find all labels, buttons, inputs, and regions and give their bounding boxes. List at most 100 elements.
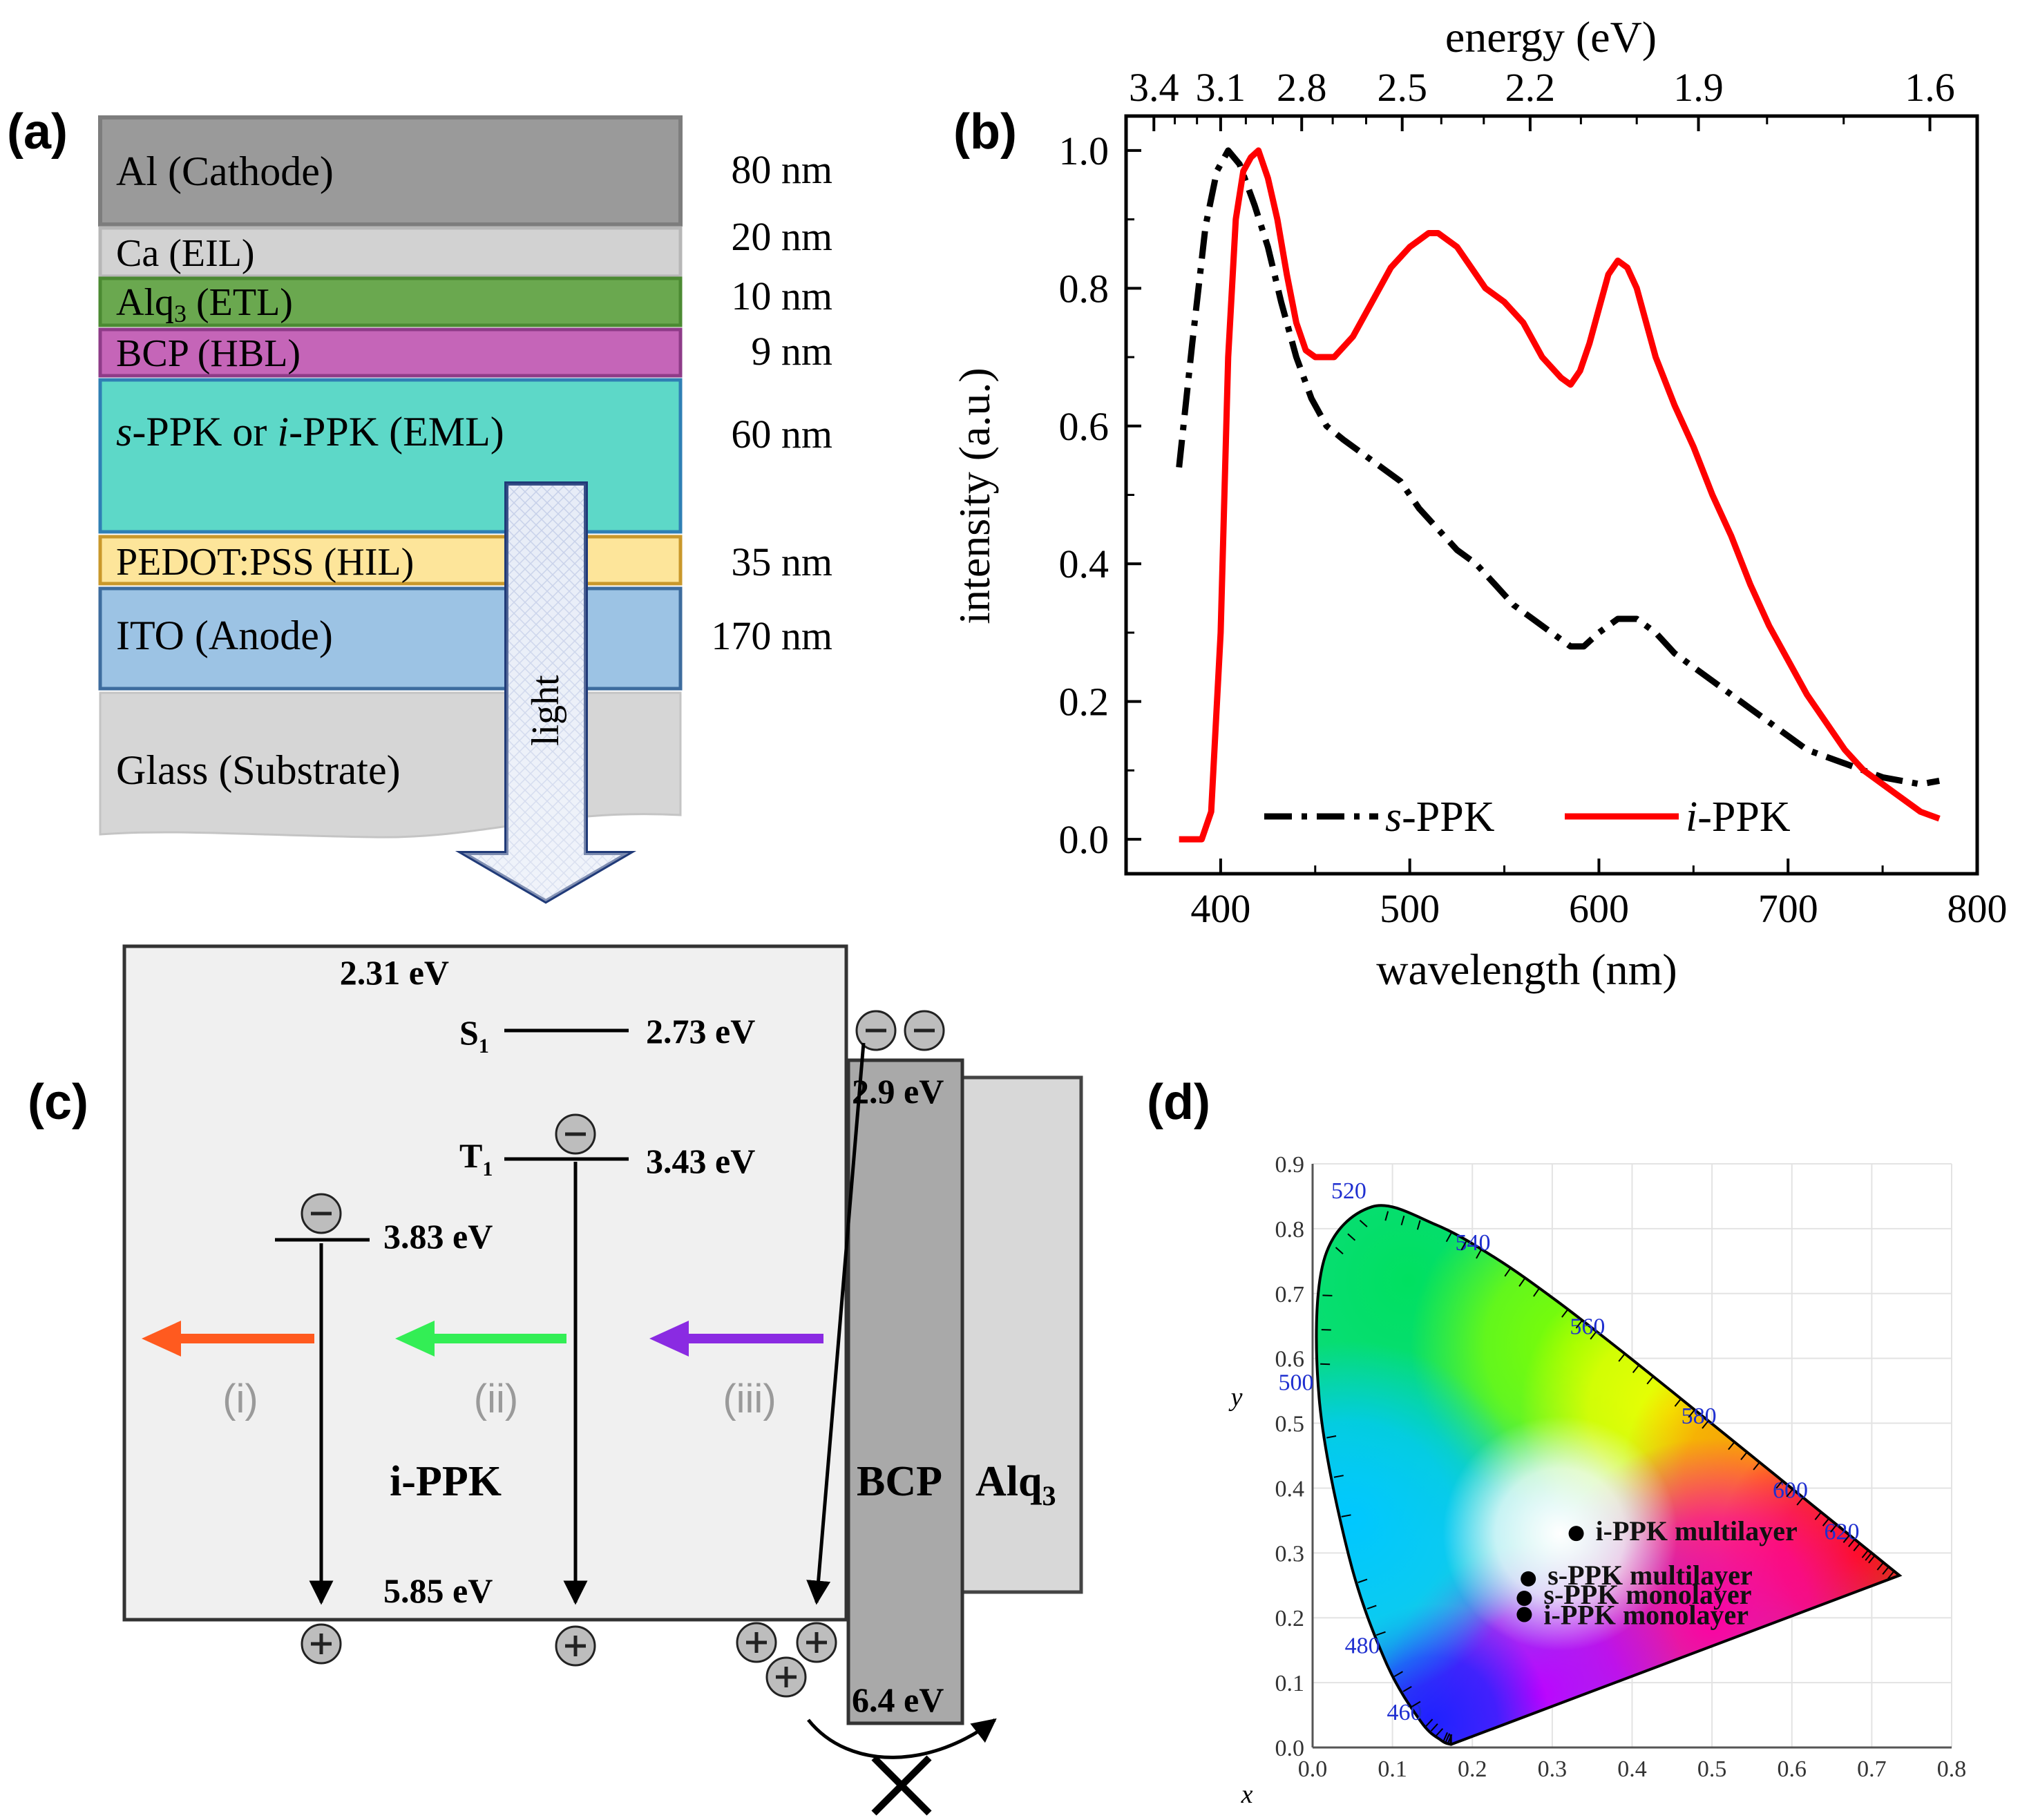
- panel-b-label: (b): [953, 104, 1017, 160]
- y-tick-label: 0.2: [1059, 680, 1109, 725]
- panel-a-label: (a): [7, 104, 68, 160]
- emission-arrow-iii: [649, 1321, 823, 1357]
- locus-tick: [1822, 1517, 1830, 1526]
- locus-tick: [1842, 1534, 1851, 1543]
- t1-letter: T: [459, 1136, 482, 1175]
- locus-tick: [1335, 1247, 1344, 1255]
- panel-d: (d) 0.0 0.1 0.2 0.3 0.4 0.5 0.6 0.7 0.8 0.0 0.1 0.2…: [1147, 1075, 1966, 1809]
- x-axis-label: wavelength (nm): [1376, 945, 1677, 994]
- x-tick-label: 500: [1380, 886, 1440, 931]
- energy-lumo: 2.31 eV: [340, 953, 449, 992]
- t1-subscript: 1: [482, 1158, 493, 1180]
- locus-tick: [1740, 1451, 1748, 1460]
- top-tick-label: 1.6: [1905, 65, 1955, 110]
- locus-tick: [1865, 1552, 1872, 1561]
- y-tick-label: 0.8: [1059, 266, 1109, 311]
- top-axis-label: energy (eV): [1445, 12, 1657, 61]
- locus-tick: [1416, 1220, 1421, 1230]
- locus-tick: [1632, 1364, 1640, 1373]
- bcp-box: [846, 1058, 964, 1725]
- layer-name-2: Alq3 (ETL): [116, 281, 293, 327]
- legend-s-suffix: -PPK: [1402, 794, 1495, 841]
- electron-icon: [555, 1113, 596, 1155]
- hole-icon: [765, 1656, 807, 1698]
- cie-x-tick-label: 0.0: [1298, 1756, 1328, 1782]
- energy-homo: 5.85 eV: [383, 1571, 493, 1610]
- locus-tick: [1358, 1578, 1368, 1584]
- locus-tick: [1674, 1398, 1682, 1407]
- hole-icon: [301, 1623, 342, 1665]
- cie-x-tick-label: 0.3: [1538, 1756, 1568, 1782]
- cie-x-tick-label: 0.1: [1378, 1756, 1407, 1782]
- layer-alq: [98, 276, 683, 327]
- layer-name-7: Glass (Substrate): [116, 747, 401, 793]
- cie-y-tick-label: 0.9: [1275, 1152, 1305, 1178]
- ippk-box: [122, 944, 848, 1622]
- cie-x-tick-label: 0.2: [1458, 1756, 1487, 1782]
- layer-al: [98, 115, 683, 227]
- cie-x-tick-label: 0.4: [1617, 1756, 1647, 1782]
- y-tick-label: 0.4: [1059, 542, 1109, 586]
- legend-i-prefix: i: [1686, 794, 1697, 841]
- cie-y-tick-label: 0.1: [1275, 1671, 1305, 1696]
- cie-point: [1521, 1571, 1536, 1587]
- locus-tick: [1375, 1631, 1386, 1636]
- layer-name-4: s-PPK or i-PPK (EML): [116, 409, 504, 454]
- locus-tick: [1402, 1686, 1412, 1692]
- series-line-s-ppk: [1176, 147, 1941, 787]
- cie-y-tick-label: 0.3: [1275, 1541, 1305, 1567]
- electron-icon: [904, 1010, 945, 1051]
- layer-name-6: ITO (Anode): [116, 613, 333, 658]
- locus-tick: [1753, 1462, 1760, 1471]
- panel-d-label: (d): [1147, 1075, 1210, 1130]
- cie-point-label: i-PPK monolayer: [1543, 1600, 1749, 1631]
- alq-text: Alq: [975, 1458, 1042, 1505]
- locus-tick: [1882, 1566, 1889, 1575]
- locus-tick: [1430, 1723, 1438, 1732]
- emission-arrow-ii: [395, 1321, 566, 1357]
- light-arrow-shade: [463, 483, 629, 901]
- s1-label: S1: [459, 1013, 489, 1057]
- spectral-locus: [1315, 1204, 1903, 1746]
- panel-a: (a) Al (Cathode) Ca (EIL) Alq3 (ETL) BCP…: [7, 104, 832, 904]
- locus-tick: [1445, 1232, 1452, 1243]
- light-arrow-label: light: [524, 675, 567, 746]
- cie-x-label: x: [1241, 1780, 1253, 1809]
- locus-tick: [1646, 1376, 1654, 1385]
- cie-color-blob: [1442, 1416, 1678, 1651]
- locus-tick: [1814, 1511, 1822, 1520]
- locus-tick: [1533, 1287, 1540, 1297]
- alq-subscript: 3: [1042, 1480, 1056, 1511]
- panel-c: (c) 2.31 eV S1 2.73 eV T1 3.43 eV 3.83 e…: [28, 944, 1083, 1816]
- x-tick-label: 400: [1190, 886, 1250, 931]
- locus-tick: [1445, 1733, 1451, 1743]
- locus-tick: [1561, 1309, 1569, 1318]
- hole-icon: [736, 1622, 777, 1663]
- locus-tick: [1393, 1671, 1403, 1678]
- y-tick-label: 1.0: [1059, 128, 1109, 173]
- cie-x-tick-label: 0.6: [1778, 1756, 1807, 1782]
- legend-label-s-ppk: s-PPK: [1385, 794, 1495, 841]
- alq-label: Alq3: [975, 1458, 1056, 1511]
- locus-tick: [1436, 1727, 1444, 1736]
- locus-tick: [1359, 1220, 1368, 1227]
- y-tick-label: 0.6: [1059, 404, 1109, 449]
- wavelength-label: 580: [1682, 1404, 1717, 1429]
- energy-bcp-lumo: 2.9 eV: [852, 1072, 944, 1111]
- cie-y-label: y: [1228, 1383, 1243, 1412]
- layer-name-0: Al (Cathode): [116, 149, 334, 194]
- energy-s1: 2.73 eV: [646, 1012, 755, 1051]
- material-label: i-PPK: [390, 1458, 502, 1505]
- layer-thickness-2: 10 nm: [731, 274, 832, 318]
- layer-thickness-5: 35 nm: [731, 539, 832, 584]
- layer-thickness-3: 9 nm: [751, 329, 832, 374]
- locus-tick: [1476, 1249, 1482, 1259]
- cie-point: [1516, 1591, 1532, 1607]
- legend-i-suffix: -PPK: [1697, 794, 1791, 841]
- locus-tick: [1590, 1331, 1597, 1340]
- locus-tick: [1366, 1605, 1377, 1610]
- electron-icon: [301, 1193, 342, 1234]
- cie-color-blob: [1316, 1341, 1532, 1701]
- cie-y-tick-label: 0.7: [1275, 1282, 1305, 1307]
- plot-frame: [1124, 114, 1979, 876]
